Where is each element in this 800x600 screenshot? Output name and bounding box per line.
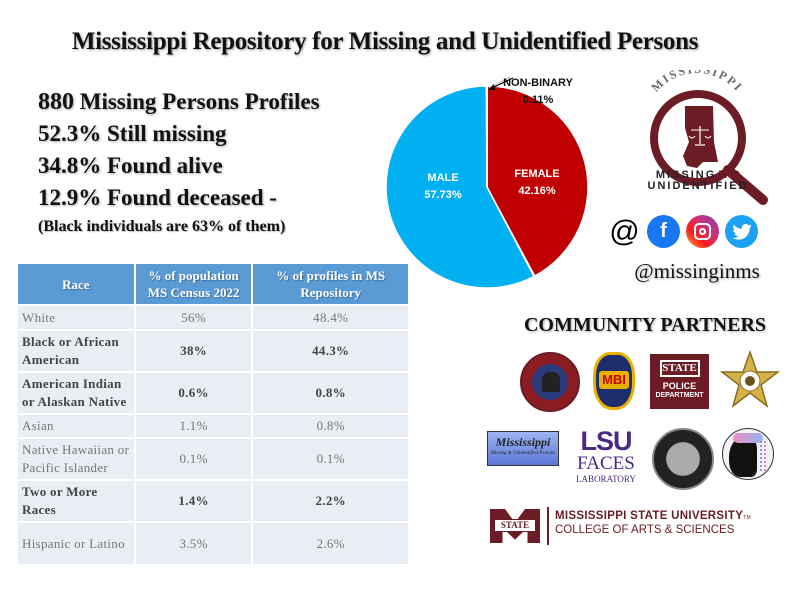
table-row: Hispanic or Latino 3.5% 2.6%	[18, 521, 410, 564]
cell-census: 0.1%	[134, 437, 254, 480]
cell-census: 0.6%	[134, 371, 254, 414]
logo-unidentified: UNIDENTIFIED	[647, 180, 749, 192]
table-row: Native Hawaiian or Pacific Islander 0.1%…	[18, 437, 410, 480]
threads-icon[interactable]: @	[608, 214, 641, 248]
stat-value: 34.8%	[38, 153, 102, 178]
cell-race: Hispanic or Latino	[18, 521, 136, 564]
female-name: FEMALE	[514, 168, 560, 180]
nonbinary-value: 0.11%	[522, 94, 554, 106]
social-icons: @ f	[608, 215, 758, 248]
male-label: MALE 57.73%	[408, 170, 478, 204]
cell-race: White	[18, 304, 136, 330]
state-police-logo: STATE POLICE DEPARTMENT	[650, 354, 709, 409]
msu-arts-sciences-logo: STATE MISSISSIPPI STATE UNIVERSITYTM COL…	[490, 505, 770, 547]
missing-unidentified-logo: MISSISSIPPI MISSINGAND UNIDENTIFIED	[615, 62, 785, 210]
magnifier-map-icon: MISSISSIPPI	[648, 62, 768, 205]
pie-slice-female	[486, 85, 589, 278]
nonbinary-name: NON-BINARY	[503, 77, 573, 89]
profiles-count: 880	[38, 89, 74, 115]
cell-repo: 0.8%	[252, 371, 410, 414]
mmu-title: Mississippi	[495, 435, 551, 449]
lsu-text: LSU	[580, 426, 633, 456]
dna-profile-logo	[722, 428, 774, 480]
cell-race: Black or African American	[18, 329, 136, 372]
profiles-count-line: 880 Missing Persons Profiles	[38, 86, 320, 118]
gender-pie-chart: NON-BINARY 0.11% MALE 57.73% FEMALE 42.1…	[380, 70, 610, 300]
pie-slice-male	[385, 85, 536, 289]
stat-label: Found alive	[107, 153, 223, 178]
table-row: Black or African American 38% 44.3%	[18, 329, 410, 372]
table-header-row: Race % of population MS Census 2022 % of …	[18, 264, 410, 305]
header-census: % of population MS Census 2022	[134, 264, 254, 305]
race-comparison-table: Race % of population MS Census 2022 % of …	[18, 264, 410, 564]
lsu-faces-logo: LSU FACES LABORATORY	[570, 428, 642, 494]
cell-census: 1.1%	[134, 413, 254, 438]
cell-race: Two or More Races	[18, 479, 136, 522]
partners-title: COMMUNITY PARTNERS	[523, 314, 767, 336]
sheriff-star-logo	[719, 349, 781, 410]
cell-race: Asian	[18, 413, 136, 438]
header-repository: % of profiles in MS Repository	[252, 264, 410, 305]
page-title: Mississippi Repository for Missing and U…	[71, 28, 699, 55]
stat-value: 12.9%	[38, 185, 102, 210]
social-handle[interactable]: @missinginms	[634, 259, 760, 283]
cell-repo: 0.1%	[252, 437, 410, 480]
msu-name: MISSISSIPPI STATE UNIVERSITY	[555, 510, 744, 522]
stat-found-alive: 34.8% Found alive	[38, 150, 320, 182]
table-row: American Indian or Alaskan Native 0.6% 0…	[18, 371, 410, 414]
mbi-text: MBI	[599, 371, 629, 389]
instagram-icon[interactable]	[686, 215, 719, 248]
male-name: MALE	[427, 172, 459, 184]
stat-still-missing: 52.3% Still missing	[38, 118, 320, 150]
logo-missing: MISSING	[655, 169, 717, 181]
cell-census: 38%	[134, 329, 254, 372]
pie-svg	[385, 76, 589, 289]
laboratory-text: LABORATORY	[576, 474, 636, 484]
cell-race: Native Hawaiian or Pacific Islander	[18, 437, 136, 480]
dps-seal-logo	[520, 352, 580, 412]
cell-repo: 0.8%	[252, 413, 410, 438]
facebook-icon[interactable]: f	[647, 215, 680, 248]
stat-value: 52.3%	[38, 121, 102, 146]
table-row: Asian 1.1% 0.8%	[18, 413, 410, 438]
twitter-icon[interactable]	[725, 215, 758, 248]
police-text: POLICE	[662, 381, 697, 391]
cell-repo: 2.2%	[252, 479, 410, 522]
cell-race: American Indian or Alaskan Native	[18, 371, 136, 414]
female-value: 42.16%	[518, 185, 556, 197]
stat-note: (Black individuals are 63% of them)	[38, 218, 286, 235]
cell-repo: 44.3%	[252, 329, 410, 372]
cell-repo: 48.4%	[252, 304, 410, 330]
logo-text: MISSINGAND UNIDENTIFIED	[623, 170, 773, 192]
faces-text: FACES	[577, 453, 635, 474]
search-recovery-logo	[652, 428, 714, 490]
stat-found-deceased: 12.9% Found deceased -	[38, 182, 320, 214]
nonbinary-label: NON-BINARY 0.11%	[498, 75, 578, 109]
stat-label: Still missing	[107, 121, 227, 146]
stat-label: Found deceased -	[107, 185, 277, 210]
header-race: Race	[18, 264, 136, 305]
cell-census: 1.4%	[134, 479, 254, 522]
msu-college: COLLEGE OF ARTS & SCIENCES	[555, 524, 735, 536]
cell-census: 3.5%	[134, 521, 254, 564]
cell-repo: 2.6%	[252, 521, 410, 564]
table-row: Two or More Races 1.4% 2.2%	[18, 479, 410, 522]
mississippi-missing-logo: Mississippi Missing & Unidentified Perso…	[487, 431, 559, 466]
msu-tm: TM	[743, 515, 751, 521]
msu-state-badge: STATE	[494, 519, 536, 532]
cell-census: 56%	[134, 304, 254, 330]
mmu-subtitle: Missing & Unidentified Persons	[490, 451, 556, 456]
summary-stats: 880 Missing Persons Profiles 52.3% Still…	[38, 86, 320, 238]
male-value: 57.73%	[424, 189, 462, 201]
female-label: FEMALE 42.16%	[502, 166, 572, 200]
table-row: White 56% 48.4%	[18, 304, 410, 330]
mbi-badge-logo: MBI	[593, 352, 635, 410]
profiles-label: Missing Persons Profiles	[79, 89, 320, 114]
department-text: DEPARTMENT	[655, 392, 704, 399]
police-state-text: STATE	[659, 360, 700, 377]
logo-and: AND	[716, 169, 741, 181]
